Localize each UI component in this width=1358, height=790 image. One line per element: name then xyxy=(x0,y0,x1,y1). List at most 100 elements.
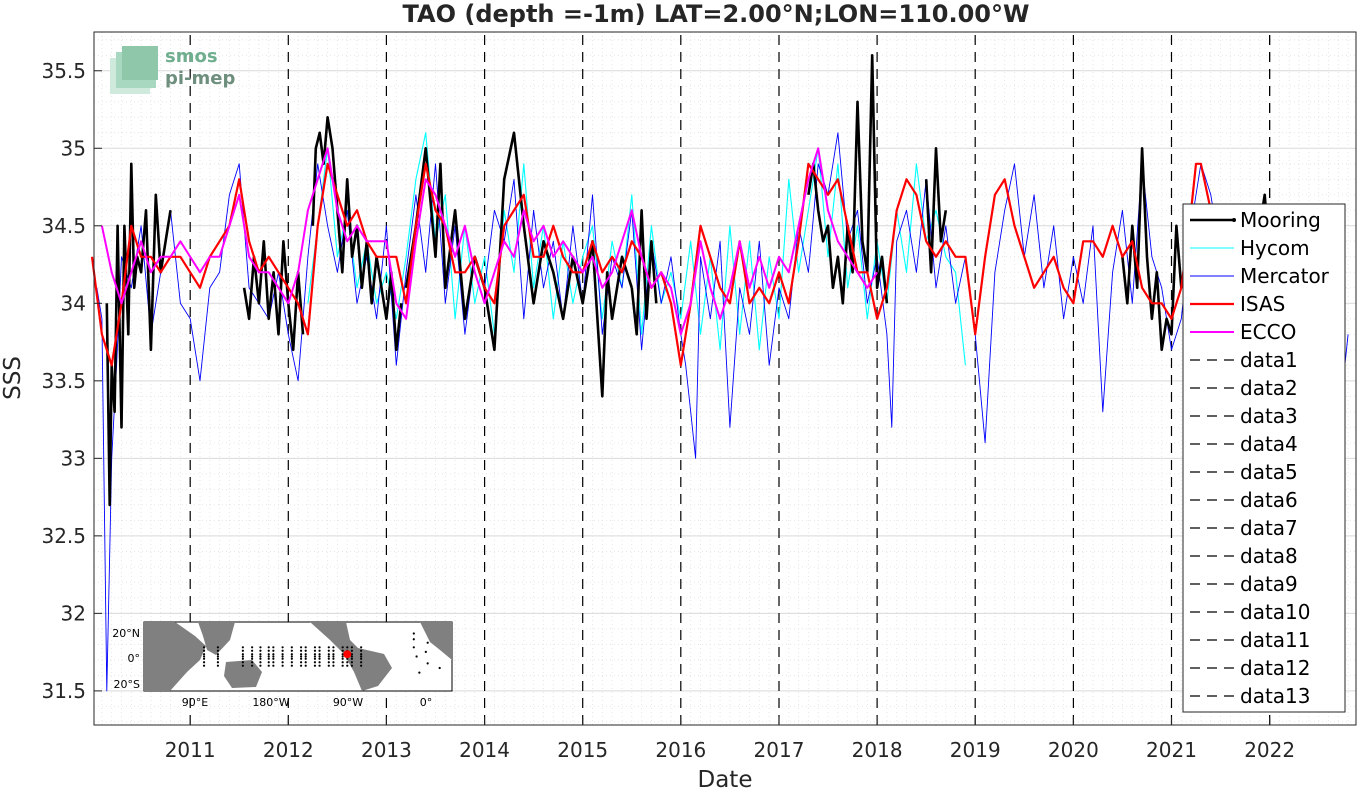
buoy-dot xyxy=(350,661,353,664)
buoy-dot xyxy=(341,649,344,652)
buoy-dot xyxy=(290,649,293,652)
buoy-dot xyxy=(360,646,363,649)
y-tick-label: 32 xyxy=(61,601,86,625)
buoy-dot xyxy=(290,664,293,667)
buoy-dot xyxy=(341,655,344,658)
x-tick-label: 2017 xyxy=(754,738,805,762)
buoy-dot xyxy=(350,646,353,649)
legend-label: Mooring xyxy=(1240,208,1321,232)
plot-frame xyxy=(93,31,1357,726)
y-axis: 31.5 32 32.5 33 33.5 34 34.5 35 35.5 xyxy=(41,59,102,703)
buoy-dot xyxy=(318,661,321,664)
buoy-dot xyxy=(202,653,206,656)
series-line-ecco xyxy=(100,147,878,336)
buoy-dot xyxy=(350,653,353,656)
buoy-dot xyxy=(272,646,275,649)
buoy-dot xyxy=(299,649,303,652)
buoy-dot xyxy=(290,646,293,649)
buoy-dot xyxy=(360,649,363,652)
buoy-dot xyxy=(438,666,441,670)
plot-background xyxy=(94,32,1356,725)
buoy-dot xyxy=(202,661,206,664)
legend-label: data5 xyxy=(1240,460,1298,484)
legend-marker xyxy=(1232,218,1236,222)
buoy-dot xyxy=(290,653,293,656)
buoy-dot xyxy=(251,653,254,656)
x-tick-label: 2018 xyxy=(852,738,903,762)
legend-label: data1 xyxy=(1240,348,1298,372)
x-tick-label: 2016 xyxy=(655,738,706,762)
buoy-dot xyxy=(327,664,330,667)
buoy-dot xyxy=(327,646,330,649)
logo-layer-icon xyxy=(122,46,158,80)
buoy-dot xyxy=(259,649,262,652)
buoy-dot xyxy=(412,638,415,641)
buoy-dot xyxy=(360,653,363,656)
buoy-dot xyxy=(267,661,270,664)
buoy-dot xyxy=(216,653,220,656)
inset-lon-label: 90°W xyxy=(333,696,363,709)
series-line-hycom xyxy=(307,132,966,366)
legend-label: data6 xyxy=(1240,488,1298,512)
legend-label: data12 xyxy=(1240,656,1311,680)
inset-lon-label: 90°E xyxy=(182,696,208,709)
inset-lat-label: 20°N xyxy=(112,627,140,640)
buoy-dot xyxy=(259,655,262,658)
buoy-dot xyxy=(259,661,262,664)
buoy-dot xyxy=(346,664,349,667)
y-tick-label: 35 xyxy=(61,136,86,160)
buoy-dot xyxy=(216,661,220,664)
x-tick-label: 2014 xyxy=(459,738,510,762)
y-tick-label: 35.5 xyxy=(41,59,86,83)
buoy-dot xyxy=(327,649,330,652)
chart-title: TAO (depth =-1m) LAT=2.00°N;LON=110.00°W xyxy=(403,0,1030,28)
buoy-dot xyxy=(341,653,344,656)
buoy-dot xyxy=(304,646,307,649)
buoy-dot xyxy=(259,664,262,667)
buoy-dot xyxy=(272,655,275,658)
buoy-dot xyxy=(341,646,344,649)
buoy-dot xyxy=(327,657,330,660)
buoy-dot xyxy=(424,650,427,654)
buoy-dot xyxy=(272,664,275,667)
buoy-dot xyxy=(267,649,270,652)
x-tick-label: 2011 xyxy=(165,738,216,762)
buoy-dot xyxy=(415,655,418,658)
buoy-dot xyxy=(299,646,303,649)
buoy-dot xyxy=(327,661,330,664)
buoy-dot xyxy=(299,661,303,664)
buoy-dot xyxy=(350,655,353,658)
buoy-dot xyxy=(304,661,307,664)
buoy-dot xyxy=(251,657,254,660)
buoy-dot xyxy=(290,657,293,660)
buoy-dot xyxy=(299,653,303,656)
inset-map-land-africa xyxy=(144,622,206,691)
buoy-dot xyxy=(216,664,220,667)
legend-label: ECCO xyxy=(1240,320,1296,344)
buoy-dot xyxy=(332,646,335,649)
buoy-dot xyxy=(281,649,284,652)
station-marker xyxy=(343,650,352,659)
buoy-dot xyxy=(346,661,349,664)
buoy-dot xyxy=(259,646,262,649)
buoy-dot xyxy=(241,655,244,658)
inset-map-land-europe-africa xyxy=(420,622,452,660)
buoy-dot xyxy=(360,657,363,660)
buoy-dot xyxy=(259,653,262,656)
buoy-dot xyxy=(426,662,429,665)
buoy-dot xyxy=(267,657,270,660)
buoy-dot xyxy=(327,653,330,656)
buoy-dot xyxy=(251,664,254,667)
buoy-dot xyxy=(241,664,244,667)
buoy-dot xyxy=(318,655,321,658)
inset-map-buoys xyxy=(202,632,441,674)
buoy-dot xyxy=(318,649,321,652)
series-line-mooring xyxy=(1121,147,1183,352)
buoy-dot xyxy=(241,661,244,664)
series-line-isas xyxy=(90,162,1232,367)
logo-text-smos: smos xyxy=(165,46,218,67)
legend-label: data3 xyxy=(1240,404,1298,428)
buoy-dot xyxy=(281,657,284,660)
x-tick-label: 2012 xyxy=(263,738,314,762)
inset-lon-label: 0° xyxy=(420,696,433,709)
